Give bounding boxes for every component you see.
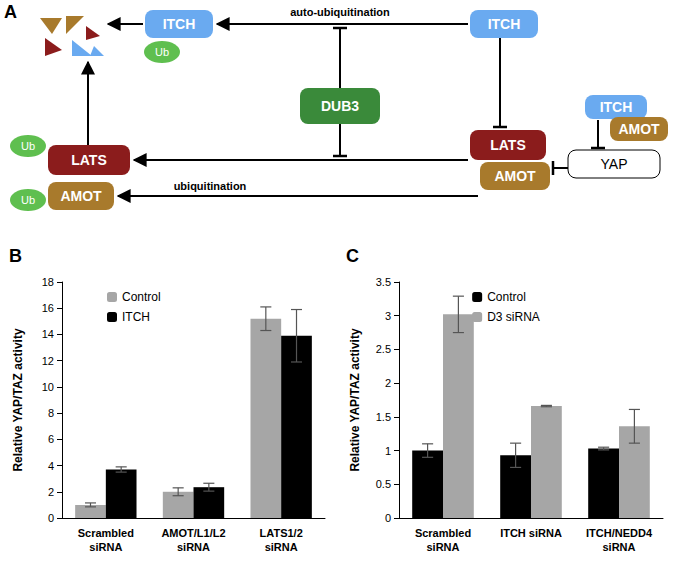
svg-text:8: 8 xyxy=(48,407,54,419)
svg-text:Ub: Ub xyxy=(21,194,35,206)
svg-text:AMOT/L1/L2: AMOT/L1/L2 xyxy=(161,527,225,539)
svg-text:14: 14 xyxy=(42,328,54,340)
svg-text:1.5: 1.5 xyxy=(376,411,391,423)
svg-text:2: 2 xyxy=(48,486,54,498)
svg-text:18: 18 xyxy=(42,276,54,288)
svg-text:0.5: 0.5 xyxy=(376,478,391,490)
svg-text:LATS1/2: LATS1/2 xyxy=(260,527,303,539)
svg-text:auto-ubiquitination: auto-ubiquitination xyxy=(290,6,390,18)
svg-text:siRNA: siRNA xyxy=(426,541,459,553)
svg-text:16: 16 xyxy=(42,302,54,314)
svg-text:A: A xyxy=(4,2,17,22)
svg-text:siRNA: siRNA xyxy=(602,541,635,553)
svg-text:LATS: LATS xyxy=(71,152,107,168)
svg-text:Relative YAP/TAZ activity: Relative YAP/TAZ activity xyxy=(348,328,362,472)
svg-text:ITCH siRNA: ITCH siRNA xyxy=(500,527,562,539)
svg-text:1: 1 xyxy=(385,445,391,457)
svg-text:ITCH/NEDD4: ITCH/NEDD4 xyxy=(586,527,653,539)
svg-text:Scrambled: Scrambled xyxy=(78,527,134,539)
svg-text:Control: Control xyxy=(122,290,161,304)
svg-text:C: C xyxy=(346,246,359,266)
svg-text:D3 siRNA: D3 siRNA xyxy=(487,310,540,324)
svg-text:siRNA: siRNA xyxy=(177,541,210,553)
svg-text:6: 6 xyxy=(48,433,54,445)
svg-text:DUB3: DUB3 xyxy=(321,98,359,114)
svg-text:ITCH: ITCH xyxy=(488,16,521,32)
svg-text:ITCH: ITCH xyxy=(122,310,150,324)
svg-text:10: 10 xyxy=(42,381,54,393)
svg-text:ubiquitination: ubiquitination xyxy=(174,180,247,192)
svg-text:Scrambled: Scrambled xyxy=(415,527,471,539)
svg-text:siRNA: siRNA xyxy=(89,541,122,553)
svg-text:YAP: YAP xyxy=(601,156,628,172)
svg-text:ITCH: ITCH xyxy=(600,99,633,115)
svg-text:12: 12 xyxy=(42,355,54,367)
svg-text:2.5: 2.5 xyxy=(376,343,391,355)
svg-text:0: 0 xyxy=(48,512,54,524)
svg-text:Ub: Ub xyxy=(155,46,169,58)
svg-text:siRNA: siRNA xyxy=(265,541,298,553)
svg-text:3: 3 xyxy=(385,310,391,322)
svg-text:4: 4 xyxy=(48,460,54,472)
svg-text:AMOT: AMOT xyxy=(60,188,102,204)
svg-text:3.5: 3.5 xyxy=(376,276,391,288)
svg-text:AMOT: AMOT xyxy=(618,121,660,137)
svg-text:0: 0 xyxy=(385,512,391,524)
svg-text:Control: Control xyxy=(487,290,526,304)
svg-text:AMOT: AMOT xyxy=(494,168,536,184)
svg-text:LATS: LATS xyxy=(490,137,526,153)
svg-text:Relative YAP/TAZ activity: Relative YAP/TAZ activity xyxy=(11,328,25,472)
svg-text:Ub: Ub xyxy=(21,140,35,152)
svg-text:ITCH: ITCH xyxy=(163,16,196,32)
svg-text:2: 2 xyxy=(385,377,391,389)
svg-text:B: B xyxy=(9,246,22,266)
